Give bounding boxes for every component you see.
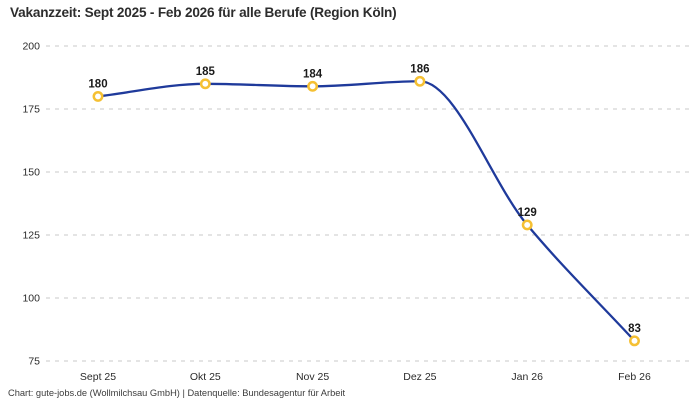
x-tick-label: Feb 26 — [618, 371, 651, 383]
data-point-marker — [307, 80, 319, 92]
y-tick-label: 175 — [22, 104, 40, 116]
y-tick-label: 150 — [22, 167, 40, 179]
data-point-marker — [92, 90, 104, 102]
y-tick-label: 75 — [28, 356, 40, 368]
x-tick-label: Okt 25 — [190, 371, 221, 383]
y-tick-label: 200 — [22, 41, 40, 53]
series-line — [96, 80, 636, 342]
x-tick-label: Sept 25 — [80, 371, 116, 383]
data-point-marker — [629, 335, 640, 347]
x-tick-label: Jan 26 — [511, 371, 543, 383]
y-tick-label: 100 — [22, 293, 40, 305]
y-tick-label: 125 — [22, 230, 40, 242]
x-tick-label: Dez 25 — [403, 371, 436, 383]
data-point-label: 184 — [303, 68, 323, 80]
data-point-label: 83 — [628, 323, 641, 335]
x-tick-label: Nov 25 — [296, 371, 329, 383]
data-point-label: 186 — [410, 63, 429, 75]
data-point-marker — [521, 219, 533, 231]
data-point-marker — [199, 78, 211, 90]
chart-title: Vakanzzeit: Sept 2025 - Feb 2026 für all… — [10, 5, 397, 20]
data-point-marker — [414, 75, 426, 87]
chart-footer: Chart: gute-jobs.de (Wollmilchsau GmbH) … — [8, 388, 346, 398]
data-point-label: 180 — [88, 78, 107, 90]
data-point-label: 185 — [196, 66, 216, 78]
data-point-label: 129 — [518, 207, 537, 219]
